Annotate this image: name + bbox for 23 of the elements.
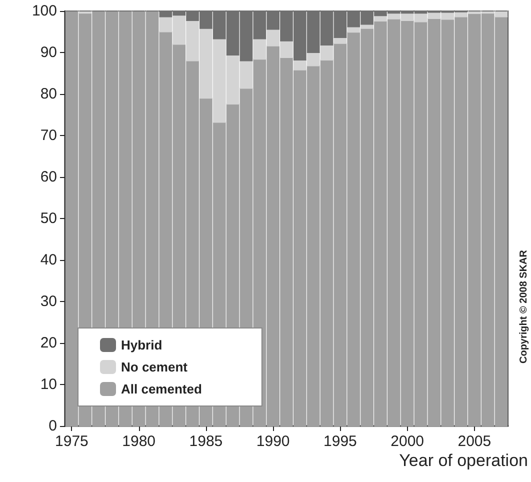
x-tick-label: 1975 bbox=[55, 433, 88, 450]
x-tick-label: 1990 bbox=[256, 433, 290, 450]
y-tick-label: 70 bbox=[40, 127, 57, 144]
legend-label: Hybrid bbox=[121, 338, 162, 352]
y-tick-label: 100 bbox=[32, 2, 57, 20]
y-tick-label: 50 bbox=[40, 210, 57, 227]
y-tick-label: 90 bbox=[40, 44, 57, 61]
x-axis-title: Year of operation bbox=[399, 451, 528, 470]
legend-label: No cement bbox=[121, 360, 188, 374]
y-tick-label: 80 bbox=[40, 86, 57, 102]
y-tick-label: 20 bbox=[40, 334, 57, 352]
x-tick-label: 1980 bbox=[122, 433, 156, 450]
y-tick-label: 60 bbox=[40, 168, 57, 186]
y-tick-label: 40 bbox=[40, 252, 57, 268]
legend-label: All cemented bbox=[121, 382, 202, 396]
x-tick-label: 2000 bbox=[390, 433, 424, 450]
x-tick-label: 1985 bbox=[189, 433, 223, 450]
x-tick-label: 1995 bbox=[324, 433, 357, 450]
y-tick-label: 10 bbox=[40, 376, 57, 393]
y-tick-label: 30 bbox=[40, 293, 57, 310]
text: Copyright © 2008 SKAR bbox=[518, 249, 530, 364]
x-tick-label: 2005 bbox=[458, 433, 492, 450]
y-tick-label: 0 bbox=[48, 418, 57, 434]
